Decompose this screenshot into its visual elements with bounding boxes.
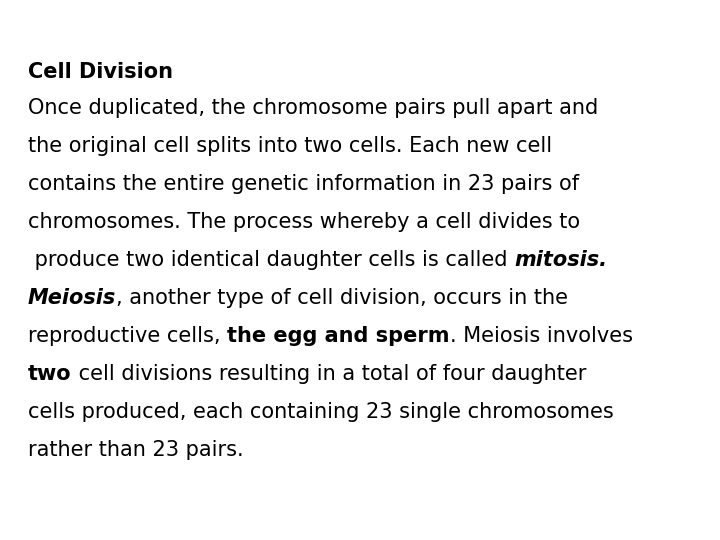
Text: chromosomes. The process whereby a cell divides to: chromosomes. The process whereby a cell … (28, 212, 580, 232)
Text: Once duplicated, the chromosome pairs pull apart and: Once duplicated, the chromosome pairs pu… (28, 98, 598, 118)
Text: cell divisions resulting in a total of four daughter: cell divisions resulting in a total of f… (71, 364, 586, 384)
Text: rather than 23 pairs.: rather than 23 pairs. (28, 440, 243, 460)
Text: the egg and sperm: the egg and sperm (227, 326, 449, 346)
Text: contains the entire genetic information in 23 pairs of: contains the entire genetic information … (28, 174, 579, 194)
Text: , another type of cell division, occurs in the: , another type of cell division, occurs … (116, 288, 568, 308)
Text: the original cell splits into two cells. Each new cell: the original cell splits into two cells.… (28, 136, 552, 156)
Text: Meiosis: Meiosis (28, 288, 116, 308)
Text: produce two identical daughter cells is called: produce two identical daughter cells is … (28, 250, 514, 270)
Text: cells produced, each containing 23 single chromosomes: cells produced, each containing 23 singl… (28, 402, 613, 422)
Text: reproductive cells,: reproductive cells, (28, 326, 227, 346)
Text: Cell Division: Cell Division (28, 62, 173, 82)
Text: two: two (28, 364, 71, 384)
Text: mitosis.: mitosis. (514, 250, 607, 270)
Text: . Meiosis involves: . Meiosis involves (449, 326, 633, 346)
